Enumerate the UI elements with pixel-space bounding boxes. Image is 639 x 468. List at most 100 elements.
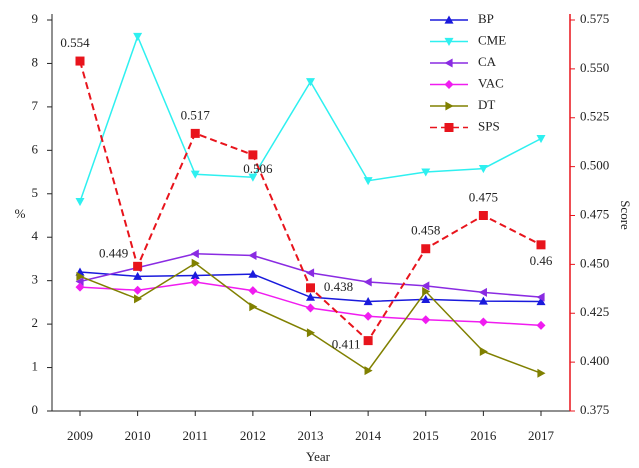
legend-label: BP <box>478 11 494 26</box>
point <box>133 32 143 42</box>
point <box>479 346 488 356</box>
point <box>536 297 546 306</box>
data-label: 0.449 <box>99 245 128 260</box>
point <box>306 268 315 278</box>
point <box>191 258 200 268</box>
point <box>478 211 488 220</box>
point <box>190 249 199 259</box>
y-tick-label: 1 <box>32 359 39 374</box>
y-tick-label: 0 <box>32 402 39 417</box>
point <box>421 315 431 325</box>
point <box>190 277 200 287</box>
y2-tick-label: 0.525 <box>580 109 609 124</box>
point <box>306 78 315 87</box>
point <box>249 302 258 312</box>
point <box>75 56 85 66</box>
y2-tick-label: 0.575 <box>580 11 609 26</box>
point <box>306 303 315 313</box>
x-tick-label: 2013 <box>298 428 324 443</box>
point <box>536 320 546 330</box>
y-axis-label: % <box>15 206 26 221</box>
point <box>75 277 84 287</box>
y-tick-label: 7 <box>32 98 39 113</box>
point <box>248 286 258 296</box>
data-label: 0.506 <box>243 161 273 176</box>
y2-tick-label: 0.450 <box>580 255 609 270</box>
y2-tick-label: 0.425 <box>580 304 609 319</box>
data-label: 0.517 <box>181 107 211 122</box>
point <box>134 294 143 304</box>
y-tick-label: 6 <box>32 141 39 156</box>
y2-tick-label: 0.500 <box>580 158 609 173</box>
legend-label: CA <box>478 54 497 69</box>
data-label: 0.458 <box>411 223 440 238</box>
y2-tick-label: 0.475 <box>580 206 609 221</box>
x-tick-label: 2016 <box>470 428 497 443</box>
data-label: 0.411 <box>332 337 361 352</box>
x-tick-label: 2012 <box>240 428 266 443</box>
data-label: 0.438 <box>324 279 353 294</box>
point <box>478 164 488 174</box>
point <box>248 173 258 182</box>
point <box>536 135 546 144</box>
point <box>190 128 200 138</box>
point <box>364 366 373 376</box>
x-tick-label: 2015 <box>413 428 439 443</box>
point <box>363 297 373 306</box>
point <box>422 287 431 297</box>
point <box>306 292 315 301</box>
point <box>363 311 373 321</box>
point <box>421 281 430 291</box>
y2-axis-label: Score <box>618 200 633 230</box>
x-axis-label: Year <box>306 449 331 464</box>
legend-label: CME <box>478 32 506 47</box>
y2-tick-label: 0.400 <box>580 353 609 368</box>
point <box>133 271 143 280</box>
point <box>537 368 546 378</box>
series-line <box>79 262 542 374</box>
series-line <box>79 34 542 202</box>
point <box>248 250 257 260</box>
y-tick-label: 5 <box>32 185 39 200</box>
point <box>133 261 143 271</box>
point <box>536 292 545 302</box>
point <box>363 277 372 287</box>
point <box>536 240 546 250</box>
y-tick-label: 3 <box>32 272 39 287</box>
legend-marker <box>444 80 454 89</box>
point <box>363 177 373 186</box>
data-label: 0.475 <box>469 189 498 204</box>
point <box>421 244 431 254</box>
point <box>421 168 431 177</box>
point <box>75 197 85 207</box>
legend-marker <box>445 101 454 111</box>
data-label: 0.46 <box>530 253 553 268</box>
legend-marker <box>444 123 454 132</box>
point <box>76 271 85 281</box>
point <box>478 317 488 327</box>
point <box>190 170 200 179</box>
y-tick-label: 8 <box>32 54 39 69</box>
x-tick-label: 2009 <box>67 428 93 443</box>
point <box>190 270 200 280</box>
y-tick-label: 9 <box>32 11 39 26</box>
y-tick-label: 4 <box>32 228 39 243</box>
legend-label: VAC <box>478 75 504 90</box>
point <box>421 294 431 303</box>
point <box>75 282 85 292</box>
x-tick-label: 2014 <box>355 428 382 443</box>
legend-label: DT <box>478 97 495 112</box>
y2-tick-label: 0.550 <box>580 60 609 75</box>
data-label: 0.554 <box>60 35 90 50</box>
point <box>363 336 373 346</box>
y2-tick-label: 0.375 <box>580 402 609 417</box>
legend-marker <box>444 58 453 68</box>
x-tick-label: 2017 <box>528 428 555 443</box>
legend-marker <box>444 37 454 46</box>
point <box>133 285 143 295</box>
legend-label: SPS <box>478 118 500 133</box>
legend-marker <box>444 15 454 24</box>
point <box>306 328 315 338</box>
point <box>478 296 488 305</box>
